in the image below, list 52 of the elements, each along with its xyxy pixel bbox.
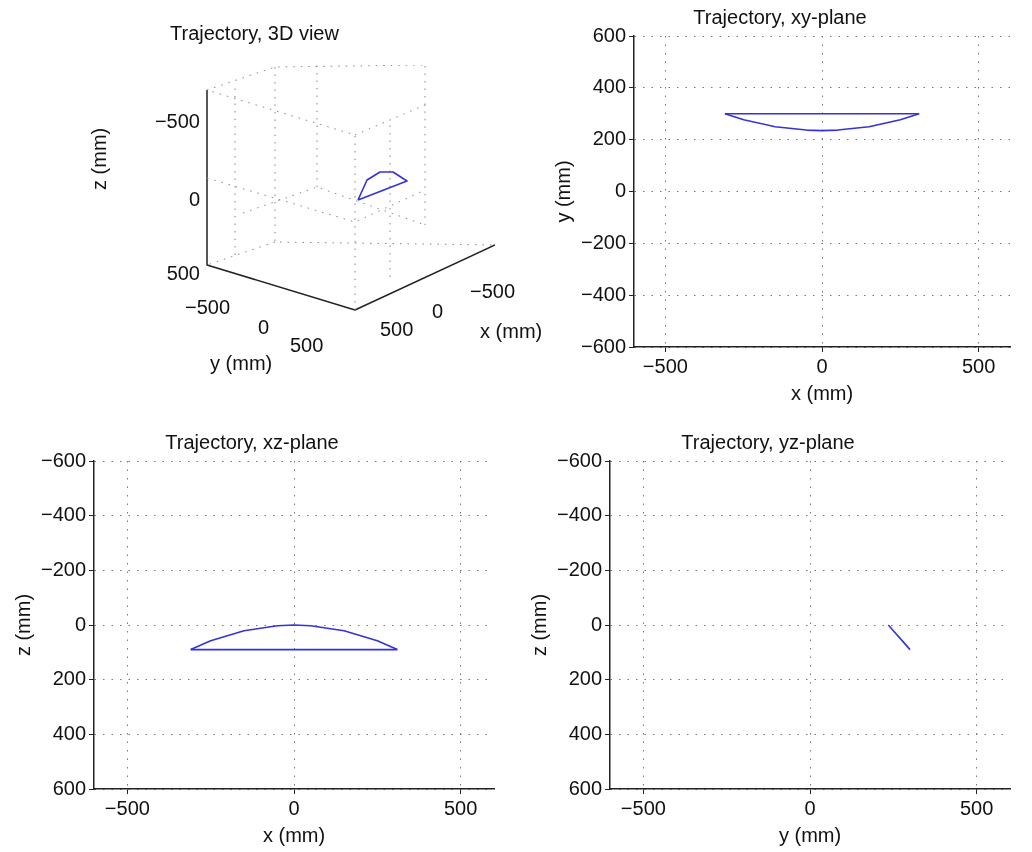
text: 0 (258, 316, 270, 338)
y-tick-label: 200 (568, 667, 603, 690)
y-tick-label: 0 (74, 612, 87, 635)
text: x (mm) (480, 320, 543, 343)
chart-title: Trajectory, xz-plane (165, 430, 339, 453)
x-tick-label: −500 (620, 796, 666, 819)
x-tick-label: 0 (816, 354, 828, 377)
y-tick-label: −200 (556, 557, 603, 580)
text: y (mm) (210, 352, 273, 375)
text: z (mm) (88, 127, 111, 190)
chart-title: Trajectory, xy-plane (693, 5, 867, 28)
y-axis-title: z (mm) (527, 593, 550, 657)
y-tick-label: 400 (52, 721, 87, 744)
x-tick-label: 500 (443, 796, 478, 819)
x-axis-title: x (mm) (790, 381, 854, 404)
x-tick-label: 0 (804, 796, 816, 819)
y-tick-label: −600 (556, 448, 603, 471)
y-tick-label: −400 (580, 282, 627, 305)
chart-title: Trajectory, yz-plane (681, 430, 855, 453)
y-tick-label: 400 (592, 75, 627, 98)
y-tick-label: 600 (592, 23, 627, 46)
y-tick-label: −400 (40, 503, 87, 526)
text: −500 (154, 110, 200, 133)
x-tick-label: 500 (961, 354, 996, 377)
text: 500 (166, 262, 200, 285)
text: −500 (470, 280, 516, 302)
y-tick-label: 0 (590, 612, 603, 635)
y-tick-label: 600 (568, 776, 603, 799)
x-tick-label: 500 (959, 796, 994, 819)
y-tick-label: −200 (40, 557, 87, 580)
text: 0 (432, 300, 444, 322)
y-tick-label: 600 (52, 776, 87, 799)
text: 500 (290, 334, 324, 356)
x-axis-title: x (mm) (262, 823, 326, 846)
text: 0 (188, 188, 200, 211)
y-tick-label: −200 (580, 230, 627, 253)
y-tick-label: 200 (52, 667, 87, 690)
y-tick-label: 0 (614, 179, 627, 202)
y-tick-label: 200 (592, 127, 627, 150)
x-tick-label: −500 (104, 796, 150, 819)
x-tick-label: −500 (642, 354, 688, 377)
y-axis-title: y (mm) (551, 160, 574, 223)
y-axis-title: z (mm) (11, 593, 34, 657)
y-tick-label: −600 (40, 448, 87, 471)
x-axis-title: y (mm) (778, 823, 842, 846)
x-tick-label: 0 (288, 796, 300, 819)
text: Trajectory, 3D view (170, 22, 339, 45)
text: −500 (185, 296, 231, 318)
text: 500 (380, 318, 414, 340)
y-tick-label: −600 (580, 334, 627, 357)
y-tick-label: −400 (556, 503, 603, 526)
y-tick-label: 400 (568, 721, 603, 744)
